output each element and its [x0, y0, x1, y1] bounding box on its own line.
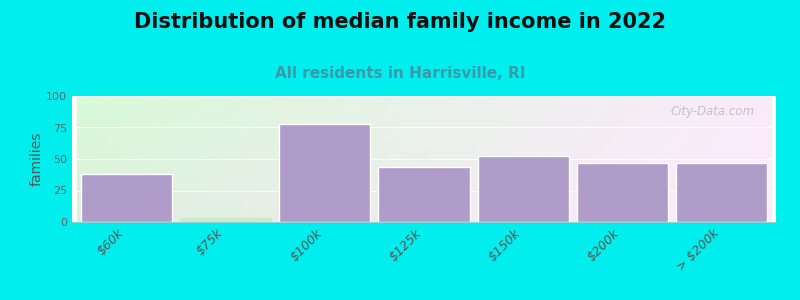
Y-axis label: families: families	[30, 132, 43, 186]
Bar	[81, 174, 172, 222]
Bar	[279, 124, 370, 222]
Bar	[378, 167, 470, 222]
Bar	[577, 163, 668, 222]
Text: All residents in Harrisville, RI: All residents in Harrisville, RI	[275, 66, 525, 81]
Bar	[676, 163, 767, 222]
Text: City-Data.com: City-Data.com	[670, 105, 755, 118]
Bar	[478, 157, 569, 222]
Text: Distribution of median family income in 2022: Distribution of median family income in …	[134, 12, 666, 32]
Bar	[180, 218, 271, 222]
